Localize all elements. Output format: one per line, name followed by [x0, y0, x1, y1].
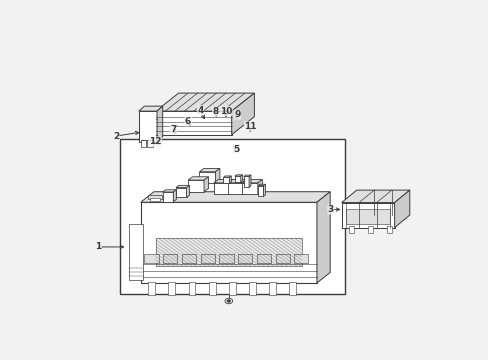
Bar	[258, 186, 263, 196]
Bar	[156, 238, 301, 266]
Bar	[367, 226, 372, 233]
Bar	[139, 111, 157, 141]
Bar	[256, 255, 270, 263]
Polygon shape	[244, 180, 248, 194]
Polygon shape	[248, 175, 250, 187]
Bar	[244, 176, 248, 187]
Polygon shape	[244, 175, 250, 176]
Polygon shape	[263, 184, 265, 196]
Bar	[223, 177, 229, 183]
Text: 1: 1	[95, 242, 101, 251]
Polygon shape	[213, 180, 234, 183]
Bar	[200, 255, 214, 263]
Bar	[188, 282, 195, 296]
Bar	[242, 183, 257, 194]
Bar	[188, 180, 203, 192]
Bar	[176, 188, 186, 197]
Bar	[386, 226, 391, 233]
Text: 12: 12	[148, 137, 161, 146]
Bar	[234, 176, 240, 182]
Text: 9: 9	[234, 110, 240, 119]
Text: 11: 11	[244, 122, 256, 131]
Polygon shape	[227, 180, 248, 183]
Text: 5: 5	[233, 145, 239, 154]
Circle shape	[226, 300, 230, 302]
Bar	[156, 111, 231, 135]
Polygon shape	[156, 93, 254, 111]
Polygon shape	[229, 180, 234, 194]
Text: 2: 2	[113, 131, 119, 140]
Text: 7: 7	[170, 125, 176, 134]
Circle shape	[224, 298, 232, 304]
Bar	[129, 224, 142, 280]
Bar	[348, 226, 353, 233]
Polygon shape	[341, 190, 409, 203]
Text: 6: 6	[184, 117, 191, 126]
Bar	[275, 255, 289, 263]
Bar	[346, 209, 389, 224]
Bar	[288, 282, 295, 296]
Polygon shape	[240, 175, 242, 182]
Bar	[141, 202, 316, 283]
Text: 4: 4	[197, 106, 203, 115]
Bar	[150, 198, 159, 201]
Bar	[141, 140, 146, 147]
Bar	[227, 183, 244, 194]
Polygon shape	[394, 190, 409, 228]
Bar	[168, 282, 175, 296]
Polygon shape	[258, 184, 265, 186]
Polygon shape	[157, 106, 163, 141]
Bar	[238, 255, 252, 263]
Bar	[148, 195, 161, 199]
Bar	[120, 139, 345, 294]
Polygon shape	[186, 185, 189, 197]
Bar	[163, 192, 173, 202]
Text: 3: 3	[327, 205, 333, 214]
Polygon shape	[223, 176, 231, 177]
Polygon shape	[231, 93, 254, 135]
Polygon shape	[229, 176, 231, 183]
Polygon shape	[199, 168, 220, 172]
Bar	[147, 140, 153, 147]
Bar	[144, 255, 158, 263]
Polygon shape	[188, 177, 208, 180]
Bar	[213, 183, 229, 194]
Polygon shape	[203, 177, 208, 192]
Text: 8: 8	[212, 107, 219, 116]
Polygon shape	[242, 180, 262, 183]
Polygon shape	[215, 168, 220, 183]
Polygon shape	[173, 190, 176, 202]
Polygon shape	[316, 192, 329, 283]
Bar	[199, 172, 215, 183]
Bar	[148, 282, 155, 296]
Bar	[268, 282, 275, 296]
Bar	[163, 255, 177, 263]
Text: 10: 10	[219, 107, 232, 116]
Bar	[219, 255, 233, 263]
Polygon shape	[139, 106, 163, 111]
Bar	[228, 282, 235, 296]
Bar	[294, 255, 308, 263]
Bar	[341, 203, 394, 228]
Polygon shape	[257, 180, 262, 194]
Polygon shape	[163, 190, 176, 192]
Bar	[208, 282, 215, 296]
Polygon shape	[176, 185, 189, 188]
Bar	[248, 282, 255, 296]
Polygon shape	[141, 192, 329, 202]
Polygon shape	[234, 175, 242, 176]
Bar	[182, 255, 196, 263]
